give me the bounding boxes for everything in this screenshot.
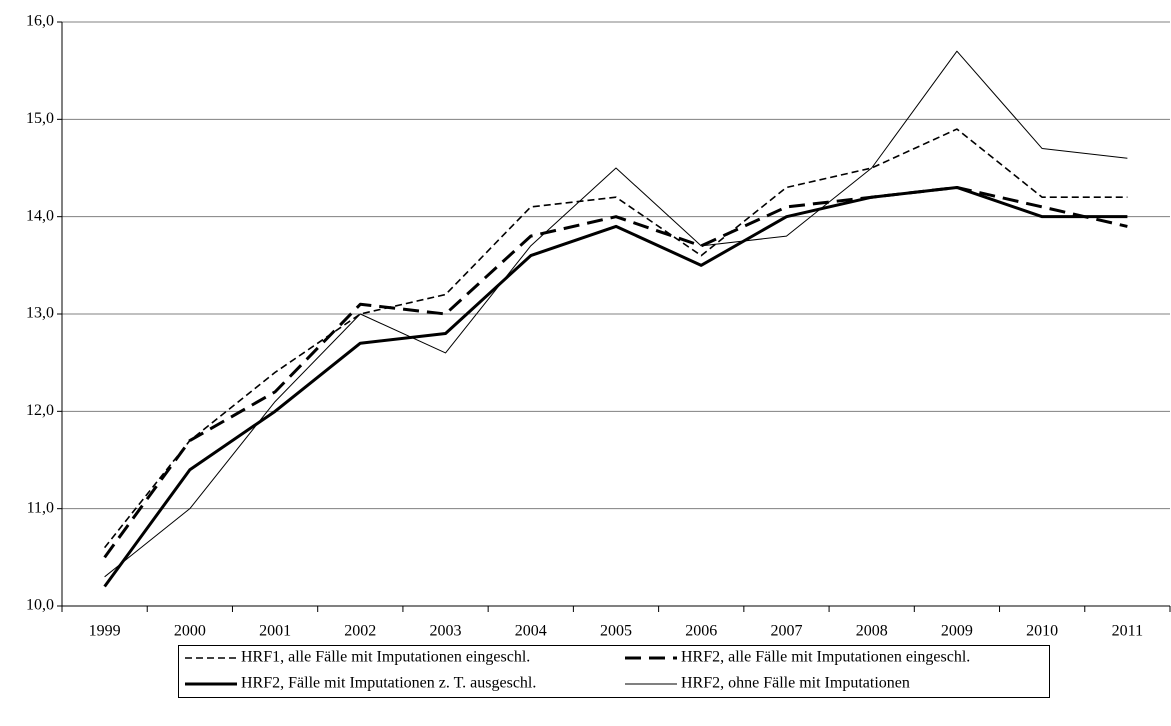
x-tick-label: 2004: [515, 623, 547, 640]
legend-label: HRF2, Fälle mit Imputationen z. T. ausge…: [241, 675, 536, 692]
series-line: [103, 185, 1128, 588]
series-line: [103, 128, 1128, 549]
y-tick-label: 16,0: [26, 13, 54, 30]
x-tick-label: 2000: [174, 623, 206, 640]
series-line: [103, 185, 1128, 559]
x-tick-label: 2001: [259, 623, 291, 640]
y-tick-label: 12,0: [26, 402, 54, 419]
x-tick-label: 2008: [856, 623, 888, 640]
x-tick-label: 2002: [344, 623, 376, 640]
x-tick-label: 2011: [1112, 623, 1143, 640]
y-tick-label: 13,0: [26, 305, 54, 322]
legend-label: HRF2, alle Fälle mit Imputationen einges…: [681, 649, 970, 666]
x-tick-label: 2010: [1026, 623, 1058, 640]
y-tick-label: 15,0: [26, 110, 54, 127]
legend-label: HRF1, alle Fälle mit Imputationen einges…: [241, 649, 530, 666]
x-tick-label: 2007: [770, 623, 802, 640]
legend-box: [178, 645, 1050, 698]
series-line: [104, 50, 1128, 578]
x-tick-label: 2003: [430, 623, 462, 640]
legend-label: HRF2, ohne Fälle mit Imputationen: [681, 675, 910, 692]
y-tick-label: 14,0: [26, 207, 54, 224]
x-tick-label: 1999: [89, 623, 121, 640]
x-tick-label: 2006: [685, 623, 717, 640]
y-tick-label: 10,0: [26, 597, 54, 614]
x-tick-label: 2009: [941, 623, 973, 640]
x-tick-label: 2005: [600, 623, 632, 640]
y-tick-label: 11,0: [27, 499, 54, 516]
